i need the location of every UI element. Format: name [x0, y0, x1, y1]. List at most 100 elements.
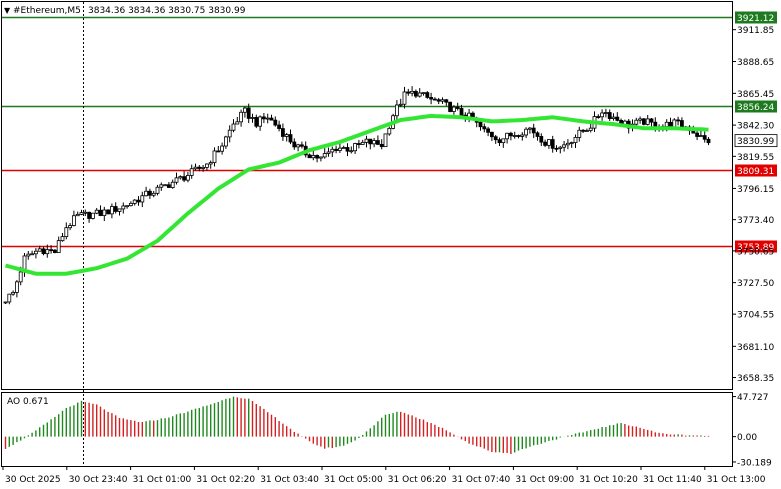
candle — [645, 115, 650, 126]
candle-body — [501, 138, 506, 144]
candle-body — [246, 107, 251, 119]
candle — [72, 210, 76, 227]
candle-body — [75, 213, 80, 217]
candle-body — [68, 225, 72, 229]
candle — [520, 132, 525, 141]
levels-layer: 3921.12 3856.24 3809.31 3753.89 — [2, 11, 777, 253]
candle-body — [505, 132, 510, 140]
candle-body — [144, 190, 149, 197]
candle — [311, 150, 316, 161]
candle — [307, 153, 312, 159]
candle-body — [345, 147, 350, 152]
price-tick-label: 3681.10 — [737, 343, 774, 353]
candle-body — [353, 143, 358, 152]
candle-body — [398, 103, 403, 106]
candle-body — [459, 108, 464, 116]
candle — [356, 139, 361, 149]
ao-tick-label: 0.00 — [737, 433, 757, 443]
candle — [402, 86, 407, 109]
price-tick-label: 3704.55 — [737, 311, 774, 321]
candle-body — [307, 154, 312, 159]
price-level-tag-bg — [735, 164, 777, 177]
candle-body — [596, 116, 601, 118]
ao-indicator-label: AO 0.671 — [7, 397, 49, 407]
candle — [41, 246, 46, 256]
price-tick-label: 3819.55 — [737, 153, 774, 163]
candle — [151, 190, 156, 198]
candle — [349, 146, 354, 154]
price-tick-label: 3842.30 — [737, 122, 774, 132]
candle-body — [410, 90, 415, 94]
candle — [113, 202, 118, 214]
candle — [566, 139, 570, 150]
candle-body — [436, 99, 441, 102]
price-level-tag: 3856.24 — [735, 100, 777, 113]
candle-body — [554, 147, 559, 150]
candle-body — [417, 92, 422, 97]
price-tick-label: 3750.65 — [737, 247, 774, 257]
candle — [539, 133, 544, 147]
candle — [64, 222, 69, 240]
candle — [417, 88, 422, 98]
candle — [212, 147, 217, 167]
price-level-tag-bg — [735, 11, 777, 24]
candle-body — [34, 250, 38, 255]
candle — [288, 129, 293, 145]
candle-body — [558, 146, 563, 149]
candle — [49, 245, 53, 254]
candle-body — [170, 181, 175, 188]
candle-body — [166, 184, 171, 188]
candle-body — [311, 155, 316, 159]
candle — [220, 142, 225, 155]
current-price-tag-label: 3830.99 — [737, 137, 774, 147]
candle-body — [440, 99, 445, 102]
candle-body — [299, 144, 304, 147]
candle — [550, 135, 555, 153]
candle — [26, 251, 31, 260]
candle — [368, 138, 373, 150]
candle — [702, 131, 707, 143]
candle — [604, 108, 608, 118]
candle-body — [121, 205, 126, 210]
candle — [421, 92, 426, 96]
candle-body — [611, 116, 616, 119]
price-level-tag: 3921.12 — [735, 11, 777, 24]
candle — [140, 191, 145, 208]
candle-body — [402, 91, 407, 105]
candle — [429, 92, 434, 105]
price-level-tag-label: 3753.89 — [737, 243, 774, 253]
candle — [634, 117, 639, 126]
candle — [182, 171, 187, 183]
candle-body — [315, 155, 320, 159]
candle — [269, 114, 274, 121]
candle-body — [562, 144, 566, 148]
candle-body — [98, 209, 103, 216]
candle-body — [250, 117, 255, 119]
candle — [147, 188, 152, 199]
time-tick-label: 31 Oct 10:20 — [579, 475, 638, 485]
candle — [535, 131, 540, 141]
candle — [318, 156, 323, 162]
candle-body — [364, 138, 369, 143]
price-tick-label: 3727.50 — [737, 279, 774, 289]
price-level-tag-label: 3856.24 — [737, 103, 774, 113]
price-tick-label: 3796.15 — [737, 185, 774, 195]
candle-body — [239, 111, 244, 123]
candle-body — [280, 128, 285, 137]
candle — [706, 137, 711, 146]
candle-body — [11, 292, 16, 295]
ao-bars-layer — [4, 396, 710, 454]
candle-body — [193, 166, 198, 170]
candle-body — [102, 209, 107, 216]
candle — [558, 145, 563, 154]
candle — [444, 98, 449, 106]
candle-body — [277, 124, 282, 129]
ao-axis: 47.727 0.00 -30.189 — [732, 393, 772, 468]
candle-body — [45, 249, 50, 255]
candle — [649, 118, 654, 127]
candle — [227, 125, 232, 143]
time-tick-label: 30 Oct 2025 — [5, 475, 61, 485]
candle-body — [512, 135, 517, 137]
time-axis: 30 Oct 2025 30 Oct 23:40 31 Oct 01:00 31 Oc… — [2, 466, 766, 485]
candle-body — [204, 163, 209, 168]
